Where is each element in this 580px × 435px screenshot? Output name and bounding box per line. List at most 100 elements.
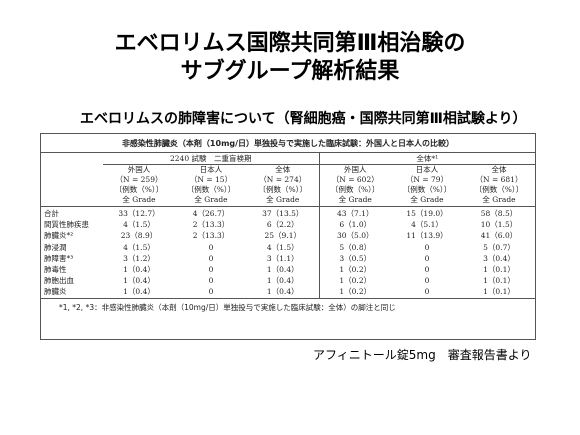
row-label: 間質性肺疾患 <box>44 220 89 230</box>
table-cell: 5（0.8） <box>339 242 372 252</box>
table-cell: 1（0.4） <box>247 275 320 287</box>
col-grade: 全 Grade <box>391 195 463 207</box>
table-cell: 1（0.2） <box>339 276 372 286</box>
table-cell: 0 <box>208 242 214 252</box>
table-cell: 0 <box>424 242 430 252</box>
col-pop: 日本人 <box>199 165 223 174</box>
table-cell: 0 <box>208 253 214 263</box>
col-n: （N = 681） <box>475 175 523 184</box>
table-cell: 1（0.2） <box>319 286 391 299</box>
col-grade: 全 Grade <box>319 195 391 207</box>
table-cell: 15（19.0） <box>406 209 448 219</box>
table-cell: 25（9.1） <box>247 230 320 242</box>
table-cell: 6（2.2） <box>247 219 320 231</box>
table-cell: 3（1.1） <box>247 252 320 264</box>
header-spacer <box>41 175 103 185</box>
row-label: 肺臓炎 <box>41 286 103 299</box>
table-cell: 4（1.5） <box>123 220 155 230</box>
table-cell: 0 <box>424 265 430 275</box>
table-cell: 1（0.4） <box>247 263 320 276</box>
col-unit: 〔例数（%）〕 <box>331 185 380 194</box>
table-cell: 1（0.1） <box>463 286 535 299</box>
table-cell: 0 <box>424 276 430 286</box>
table-cell: 1（0.4） <box>103 286 175 299</box>
row-label: 肺胞出血 <box>44 276 74 286</box>
table-cell: 3（0.4） <box>483 253 515 263</box>
slide-title-line-2: サブグループ解析結果 <box>180 59 400 84</box>
col-n: （N = 79） <box>405 175 449 184</box>
col-n: （N = 602） <box>331 175 379 184</box>
col-unit: 〔例数（%）〕 <box>186 185 236 194</box>
col-grade: 全 Grade <box>463 195 535 207</box>
table-cell: 3（0.5） <box>339 253 372 263</box>
table-cell: 3（1.2） <box>123 253 155 263</box>
table-cell: 6（1.0） <box>339 220 372 230</box>
col-grade: 全 Grade <box>103 195 175 207</box>
table-cell: 23（8.9） <box>120 231 158 241</box>
table-row: 肺胞出血 1（0.4） 0 1（0.4） 1（0.2） 0 1（0.1） <box>41 275 535 287</box>
table-cell: 41（6.0） <box>480 231 518 241</box>
col-pop: 全体 <box>247 164 320 175</box>
header-spacer <box>41 165 103 176</box>
col-pop: 外国人 <box>127 165 151 174</box>
table-cell: 30（5.0） <box>337 231 374 241</box>
table-cell: 4（1.5） <box>247 241 320 253</box>
col-n: （N = 15） <box>189 175 233 184</box>
table-cell: 1（0.1） <box>483 265 515 275</box>
header-spacer <box>41 185 103 195</box>
table-row: 合計 33（12.7） 4（26.7） 37（13.5） 43（7.1） 15（19.0）… <box>41 206 535 220</box>
col-unit: 〔例数（%）〕 <box>402 185 452 194</box>
table-row: 肺障害*³ 3（1.2） 0 3（1.1） 3（0.5） 0 3（0.4） <box>41 252 535 264</box>
table-cell: 10（1.5） <box>480 220 518 230</box>
col-grade: 全 Grade <box>247 195 320 207</box>
col-n: （N = 274） <box>247 175 320 185</box>
table-corner <box>41 153 103 165</box>
group-header-left: 2240 試験 二重盲検期 <box>103 153 320 165</box>
table-footnote: *1, *2, *3：非感染性肺臓炎（本剤（10mg/日）単独投与で実施した臨床… <box>59 302 396 312</box>
col-unit: 〔例数（%）〕 <box>474 185 524 194</box>
table-caption: 非感染性肺臓炎（本剤（10mg/日）単独投与で実施した臨床試験：外国人と日本人の… <box>41 134 535 153</box>
col-pop: 外国人 <box>344 165 367 174</box>
slide-subtitle: エベロリムスの肺障害について（腎細胞癌・国際共同第Ⅲ相試験より） <box>80 111 527 127</box>
slide-title-line-1: エベロリムス国際共同第Ⅲ相治験の <box>114 31 466 56</box>
table-cell: 0 <box>208 276 214 286</box>
table-cell: 0 <box>208 265 214 275</box>
table-cell: 4（26.7） <box>192 209 230 219</box>
row-label: 肺浸潤 <box>44 242 67 252</box>
data-table: 2240 試験 二重盲検期 全体*¹ 外国人 日本人 全体 外国人 日本人 全体… <box>41 153 535 299</box>
table-row: 肺臓炎*² 23（8.9） 2（13.3） 25（9.1） 30（5.0） 11（13.9… <box>41 230 535 242</box>
table-cell: 1（0.1） <box>483 276 515 286</box>
source-citation: アフィニトール錠5mg 審査報告書より <box>313 348 532 362</box>
col-unit: 〔例数（%）〕 <box>247 185 320 195</box>
col-pop: 日本人 <box>415 165 439 174</box>
table-cell: 43（7.1） <box>337 209 374 219</box>
table-cell: 0 <box>175 286 247 299</box>
row-label: 肺臓炎*² <box>44 231 74 241</box>
row-label: 肺毒性 <box>44 265 67 275</box>
table-body: 合計 33（12.7） 4（26.7） 37（13.5） 43（7.1） 15（19.0）… <box>41 206 535 299</box>
col-unit: 〔例数（%）〕 <box>114 185 164 194</box>
table-cell: 5（0.7） <box>483 242 515 252</box>
table-cell: 1（0.4） <box>123 276 155 286</box>
table-row: 間質性肺疾患 4（1.5） 2（13.3） 6（2.2） 6（1.0） 4（5.1） 10（… <box>41 219 535 231</box>
row-label: 合計 <box>44 209 59 219</box>
table-cell: 1（0.4） <box>247 286 320 299</box>
table-cell: 58（8.5） <box>480 209 518 219</box>
table-cell: 4（5.1） <box>411 220 443 230</box>
table-cell: 37（13.5） <box>247 206 320 220</box>
col-pop: 全体 <box>491 165 507 174</box>
table-cell: 33（12.7） <box>118 209 160 219</box>
table-cell: 0 <box>424 253 430 263</box>
table-cell: 11（13.9） <box>406 231 448 241</box>
table-cell: 1（0.2） <box>339 265 372 275</box>
header-spacer <box>41 195 103 207</box>
table-row: 肺臓炎 1（0.4） 0 1（0.4） 1（0.2） 0 1（0.1） <box>41 286 535 299</box>
row-label: 肺障害*³ <box>44 253 74 263</box>
table-cell: 0 <box>391 286 463 299</box>
table-cell: 2（13.3） <box>192 231 230 241</box>
col-grade: 全 Grade <box>175 195 247 207</box>
table-cell: 4（1.5） <box>123 242 155 252</box>
col-n: （N = 259） <box>115 175 163 184</box>
table-row: 肺毒性 1（0.4） 0 1（0.4） 1（0.2） 0 1（0.1） <box>41 263 535 276</box>
table-cell: 1（0.4） <box>123 265 155 275</box>
